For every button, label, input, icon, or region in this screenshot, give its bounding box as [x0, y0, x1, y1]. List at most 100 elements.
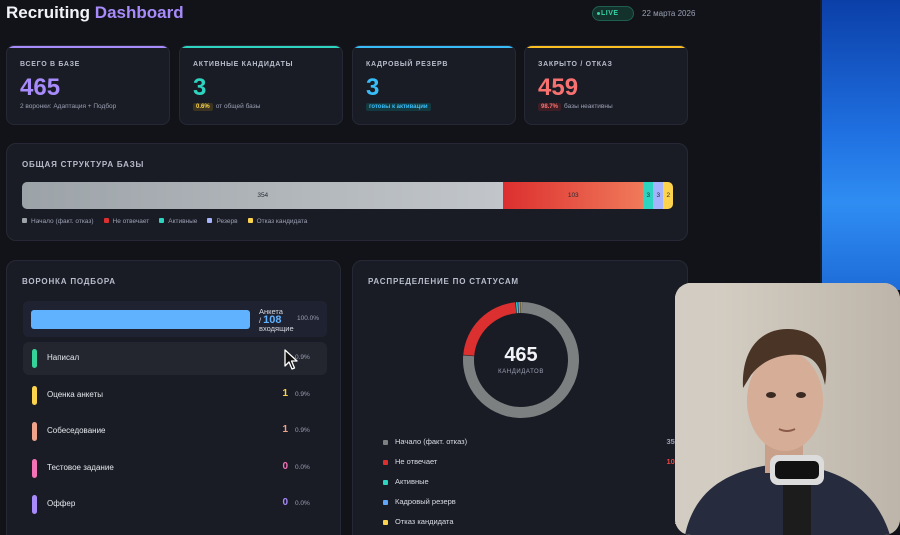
live-dot-icon: [597, 12, 600, 15]
stage-name: Написал: [47, 353, 80, 362]
funnel-row-top[interactable]: Анкета /108 входящие 100.0%: [23, 301, 327, 337]
status-count: 103: [666, 457, 679, 466]
funnel-row[interactable]: Собеседование 1 0.9%: [23, 415, 327, 448]
legend-item: Отказ кандидата: [247, 218, 308, 225]
legend-label: Отказ кандидата: [256, 218, 308, 225]
kpi-sub: 0.6% от общей базы: [193, 103, 260, 111]
funnel-row[interactable]: Оффер 0 0.0%: [23, 488, 327, 521]
legend-swatch: [247, 218, 253, 223]
presenter-video-icon: [675, 283, 900, 535]
legend-label: Не отвечает: [112, 218, 150, 225]
kpi-label: ЗАКРЫТО / ОТКАЗ: [538, 61, 613, 68]
status-donut-chart: [463, 302, 579, 418]
status-swatch: [383, 440, 388, 445]
legend-item: Резерв: [207, 218, 238, 225]
donut-slice[interactable]: [520, 302, 522, 314]
status-row: Не отвечает 103: [383, 457, 679, 471]
status-name: Отказ кандидата: [395, 517, 454, 526]
funnel-top-label-line2: /: [259, 316, 262, 325]
status-name: Кадровый резерв: [395, 497, 456, 506]
kpi-sub-text: базы неактивны: [564, 103, 613, 110]
legend-item: Активные: [159, 218, 197, 225]
donut-slice[interactable]: [463, 302, 517, 356]
stage-count: 1: [282, 424, 288, 435]
kpi-sub-text: 2 воронки: Адаптация + Подбор: [20, 103, 117, 110]
funnel-row[interactable]: Тестовое задание 0 0.0%: [23, 452, 327, 485]
legend-label: Активные: [168, 218, 198, 225]
kpi-accent-line: [353, 46, 515, 48]
kpi-accent-line: [180, 46, 342, 48]
kpi-value: 3: [366, 74, 380, 101]
status-name: Не отвечает: [395, 457, 438, 466]
funnel-row[interactable]: Написал 0.9%: [23, 342, 327, 375]
legend-item: Не отвечает: [103, 218, 150, 225]
legend-label: Начало (факт. отказ): [31, 218, 94, 225]
legend-swatch: [22, 218, 27, 223]
status-swatch: [383, 480, 388, 485]
funnel-top-bar: [31, 310, 250, 329]
donut-total: 465: [504, 344, 538, 366]
donut-total-label: КАНДИДАТОВ: [498, 369, 544, 375]
stage-marker: [32, 385, 37, 405]
status-row: Кадровый резерв3: [383, 497, 679, 511]
kpi-chip: 0.6%: [193, 103, 213, 111]
funnel-top-label-line3: входящие: [259, 324, 294, 333]
kpi-card: КАДРОВЫЙ РЕЗЕРВ 3 готовы к активации: [352, 45, 516, 125]
kpi-chip: готовы к активации: [366, 103, 431, 111]
structure-segment[interactable]: 103: [503, 182, 644, 209]
funnel-top-label-line1: Анкета: [259, 307, 283, 316]
status-row: Начало (факт. отказ) 354: [383, 437, 679, 451]
stage-pct: 0.9%: [295, 354, 310, 361]
structure-panel: ОБЩАЯ СТРУКТУРА БАЗЫ 354 103 3 3 2 Начало (ф…: [6, 143, 688, 241]
funnel-top-label: Анкета /108 входящие: [259, 308, 294, 333]
desktop-background: [822, 0, 900, 290]
structure-bar: 354 103 3 3 2: [22, 182, 673, 209]
structure-segment[interactable]: 354: [22, 182, 504, 209]
funnel-row[interactable]: Оценка анкеты 1 0.9%: [23, 379, 327, 412]
structure-segment[interactable]: 2: [663, 182, 673, 209]
legend-item: Начало (факт. отказ): [22, 218, 94, 225]
live-label: LIVE: [601, 10, 619, 17]
header: Recruiting Dashboard LIVE 22 марта 2026: [6, 0, 696, 30]
donut-slice[interactable]: [518, 302, 521, 314]
stage-count: 1: [282, 387, 288, 399]
stage-pct: 0.0%: [295, 500, 310, 507]
status-row: Активные3: [383, 477, 679, 491]
dashboard: Recruiting Dashboard LIVE 22 марта 2026 …: [6, 0, 696, 535]
status-title: РАСПРЕДЕЛЕНИЕ ПО СТАТУСАМ: [368, 277, 519, 286]
kpi-card: ЗАКРЫТО / ОТКАЗ 459 98.7% базы неактивны: [524, 45, 688, 125]
status-name: Начало (факт. отказ): [395, 437, 468, 446]
title-main: Recruiting: [6, 3, 91, 22]
legend-swatch: [103, 218, 109, 223]
structure-segment[interactable]: 3: [643, 182, 654, 209]
structure-segment[interactable]: 3: [653, 182, 664, 209]
funnel-title: ВОРОНКА ПОДБОРА: [22, 277, 116, 286]
structure-legend: Начало (факт. отказ) Не отвечает Активные Р…: [22, 218, 317, 225]
kpi-card: АКТИВНЫЕ КАНДИДАТЫ 3 0.6% от общей базы: [179, 45, 343, 125]
kpi-label: КАДРОВЫЙ РЕЗЕРВ: [366, 61, 449, 68]
legend-label: Резерв: [216, 218, 238, 225]
status-row: Отказ кандидата2: [383, 517, 679, 531]
legend-swatch: [159, 218, 165, 223]
kpi-value: 459: [538, 74, 579, 101]
legend-swatch: [207, 218, 213, 223]
kpi-sub-text: от общей базы: [215, 103, 261, 110]
title-accent: Dashboard: [94, 3, 184, 22]
stage-pct: 0.9%: [295, 390, 310, 398]
stage-count: 0: [282, 460, 288, 472]
stage-marker: [32, 458, 37, 478]
kpi-sub: готовы к активации: [366, 103, 434, 111]
kpi-sub: 2 воронки: Адаптация + Подбор: [20, 103, 116, 110]
kpi-accent-line: [7, 46, 169, 48]
kpi-accent-line: [525, 46, 687, 48]
stage-marker: [32, 422, 37, 441]
status-panel: РАСПРЕДЕЛЕНИЕ ПО СТАТУСАМ 465 КАНДИДАТОВ…: [352, 260, 688, 535]
status-count: 354: [666, 437, 679, 446]
stage-name: Собеседование: [47, 426, 106, 435]
page-title: Recruiting Dashboard: [6, 3, 184, 23]
stage-pct: 0.9%: [295, 427, 310, 434]
funnel-top-pct: 100.0%: [297, 315, 320, 322]
kpi-chip: 98.7%: [538, 103, 562, 111]
stage-name: Тестовое задание: [47, 462, 114, 472]
donut-slice[interactable]: [515, 302, 519, 314]
